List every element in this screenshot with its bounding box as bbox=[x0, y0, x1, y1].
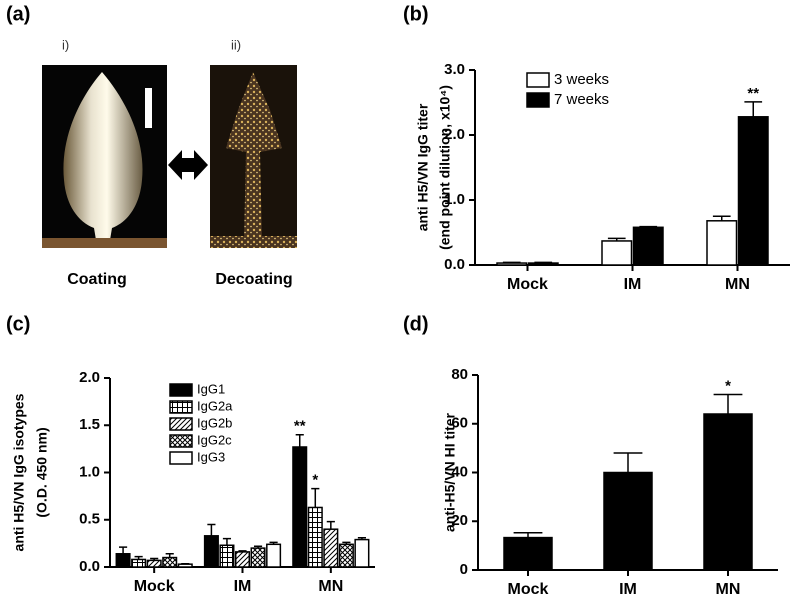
bar bbox=[601, 240, 633, 266]
legend-swatch bbox=[169, 417, 193, 431]
y-tick-label: 0 bbox=[460, 561, 468, 578]
scale-bar bbox=[145, 88, 152, 128]
legend-label: 3 weeks bbox=[554, 71, 609, 88]
significance-mark: * bbox=[312, 472, 318, 489]
bar bbox=[503, 536, 553, 571]
image-label: ii) bbox=[231, 37, 241, 52]
bar bbox=[115, 553, 131, 568]
x-tick-label: IM bbox=[234, 578, 252, 595]
x-tick-label: MN bbox=[318, 578, 343, 595]
y-tick-label: 1.0 bbox=[444, 191, 465, 208]
decoated-microneedle bbox=[226, 72, 282, 240]
bar bbox=[146, 559, 162, 568]
error-bar bbox=[513, 531, 543, 538]
legend-label: IgG2a bbox=[197, 398, 233, 413]
bar bbox=[603, 471, 653, 571]
y-axis-label: anti H5/VN IgG titer bbox=[415, 103, 431, 231]
panel-a: (a) i) ii) Coating Decoating bbox=[6, 3, 297, 288]
bar bbox=[203, 535, 219, 568]
bar bbox=[266, 543, 282, 568]
y-tick-label: 3.0 bbox=[444, 61, 465, 78]
bar bbox=[323, 528, 339, 568]
error-bar bbox=[119, 546, 128, 554]
bar bbox=[219, 544, 235, 568]
x-tick-label: Mock bbox=[134, 578, 175, 595]
bar bbox=[162, 556, 178, 568]
legend-swatch bbox=[169, 383, 193, 397]
double-arrow bbox=[168, 150, 208, 180]
bar bbox=[307, 506, 323, 568]
y-tick-label: 0.0 bbox=[444, 256, 465, 273]
significance-mark: ** bbox=[294, 418, 306, 435]
legend-swatch bbox=[526, 92, 550, 108]
legend-label: 7 weeks bbox=[554, 91, 609, 108]
y-tick-label: 0.0 bbox=[79, 558, 100, 575]
y-axis-label: anti H5/VN IgG isotypes bbox=[11, 393, 27, 551]
y-tick-label: 60 bbox=[451, 415, 468, 432]
bar bbox=[706, 220, 738, 266]
error-bar bbox=[311, 487, 320, 508]
bar bbox=[177, 563, 193, 568]
error-bar bbox=[326, 520, 335, 530]
panel-label: (d) bbox=[403, 313, 429, 335]
significance-mark: * bbox=[725, 377, 731, 394]
y-tick-label: 40 bbox=[451, 463, 468, 480]
x-tick-label: MN bbox=[725, 276, 750, 293]
legend-swatch bbox=[169, 451, 193, 465]
image-caption: Decoating bbox=[215, 271, 292, 288]
bar bbox=[496, 262, 528, 266]
error-bar bbox=[613, 452, 643, 473]
x-tick-label: IM bbox=[619, 581, 637, 598]
bar bbox=[292, 446, 308, 568]
y-tick-label: 20 bbox=[451, 512, 468, 529]
y-tick-label: 2.0 bbox=[79, 369, 100, 386]
y-axis-label: (O.D. 450 nm) bbox=[34, 427, 50, 517]
image-label: i) bbox=[62, 37, 69, 52]
bar bbox=[250, 547, 266, 568]
legend-label: IgG3 bbox=[197, 449, 225, 464]
y-tick-label: 1.5 bbox=[79, 416, 100, 433]
significance-mark: ** bbox=[747, 85, 759, 102]
legend-swatch bbox=[169, 400, 193, 414]
y-tick-label: 2.0 bbox=[444, 126, 465, 143]
panel-label: (c) bbox=[6, 313, 30, 335]
error-bar bbox=[712, 215, 731, 221]
substrate bbox=[42, 238, 167, 248]
x-tick-label: IM bbox=[624, 276, 642, 293]
legend-swatch bbox=[169, 434, 193, 448]
error-bar bbox=[713, 393, 743, 414]
bar bbox=[527, 262, 559, 266]
legend-label: IgG1 bbox=[197, 381, 225, 396]
bar bbox=[338, 543, 354, 568]
legend-label: IgG2b bbox=[197, 415, 232, 430]
y-tick-label: 0.5 bbox=[79, 511, 100, 528]
panel-label: (b) bbox=[403, 3, 429, 25]
bar bbox=[632, 226, 664, 266]
legend-label: IgG2c bbox=[197, 432, 232, 447]
y-tick-label: 1.0 bbox=[79, 463, 100, 480]
y-tick-label: 80 bbox=[451, 366, 468, 383]
x-tick-label: Mock bbox=[507, 276, 548, 293]
bar bbox=[703, 413, 753, 571]
y-axis-label: anti-H5/VN HI titer bbox=[442, 412, 458, 532]
error-bar bbox=[295, 433, 304, 447]
error-bar bbox=[744, 101, 763, 117]
substrate bbox=[210, 236, 297, 248]
y-axis-label: (end point dilution, x10⁴) bbox=[437, 85, 453, 250]
bar bbox=[131, 558, 147, 568]
error-bar bbox=[222, 537, 232, 546]
legend-swatch bbox=[526, 72, 550, 88]
error-bar bbox=[207, 523, 216, 536]
bar bbox=[354, 538, 370, 568]
x-tick-label: MN bbox=[716, 581, 741, 598]
image-caption: Coating bbox=[67, 271, 127, 288]
coated-microneedle bbox=[63, 72, 143, 240]
panel-label: (a) bbox=[6, 3, 30, 25]
bar bbox=[737, 116, 769, 266]
x-tick-label: Mock bbox=[508, 581, 549, 598]
bar bbox=[234, 551, 251, 568]
